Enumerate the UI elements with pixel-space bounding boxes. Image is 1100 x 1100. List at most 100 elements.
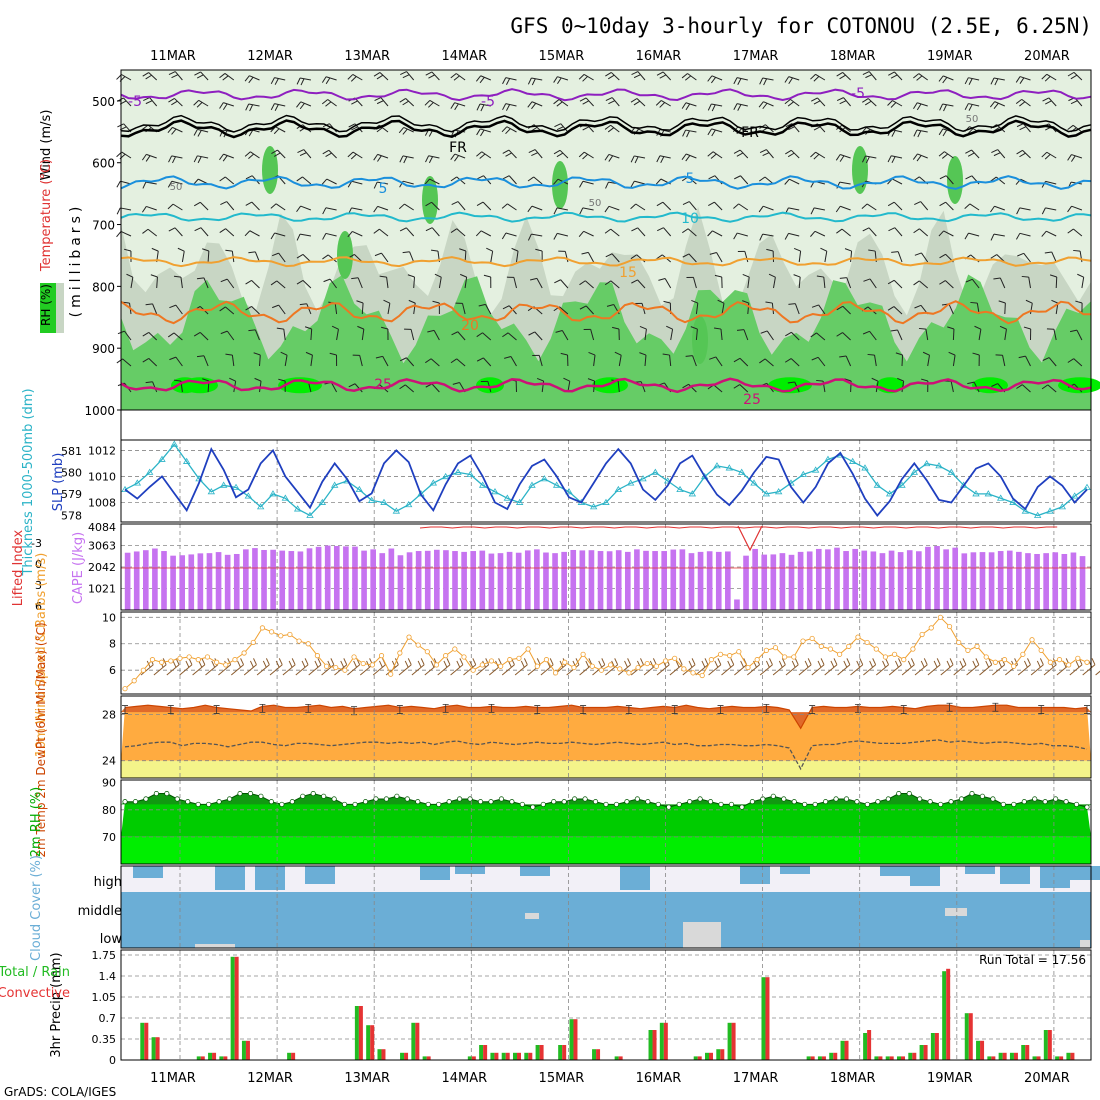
wind-speed-point <box>553 670 559 676</box>
wind-barb-feather <box>296 77 301 85</box>
wind-barb <box>788 207 800 211</box>
wind-barb-feather <box>887 100 893 106</box>
cape-bar <box>1006 550 1013 610</box>
wind-barb-feather <box>1021 275 1029 278</box>
wind-barb <box>122 358 132 367</box>
wind-barb-feather <box>939 280 946 285</box>
wind-barb <box>406 71 415 81</box>
wind-barb <box>463 664 477 676</box>
wind-barb-feather <box>299 103 305 110</box>
wind-barb-feather <box>553 99 560 105</box>
wind-barb-feather <box>737 78 742 85</box>
thickness-point <box>922 459 931 467</box>
wind-barb <box>867 98 877 107</box>
wind-speed-point <box>1011 663 1017 669</box>
cape-bar <box>179 555 186 610</box>
rh-point <box>812 801 818 807</box>
wind-speed-point <box>937 614 944 620</box>
isotherm-label: -5 <box>481 94 495 110</box>
wind-barb-feather <box>686 130 690 138</box>
wind-barb <box>736 77 748 81</box>
wind-barb <box>764 358 774 367</box>
wind-speed-point <box>873 646 879 652</box>
cape-bar <box>934 545 940 610</box>
wind-speed-point <box>983 654 989 660</box>
wind-barb <box>738 203 749 211</box>
precip-conv-bar <box>144 1022 149 1060</box>
precip-conv-bar <box>1025 1045 1030 1060</box>
wind-barb <box>200 71 209 81</box>
wind-barb <box>404 203 414 211</box>
wind-barb-feather <box>557 77 562 85</box>
wind-barb <box>817 97 826 107</box>
wind-barb-feather <box>399 357 407 362</box>
wind-barb <box>695 328 698 341</box>
wind-barb-feather <box>347 231 353 238</box>
wind-barb-feather <box>633 74 641 79</box>
wind-barb-feather <box>913 102 918 109</box>
wind-barb-feather <box>400 71 407 76</box>
wind-barb-feather <box>177 247 185 252</box>
wind-barb-feather <box>351 126 358 131</box>
wind-barb-feather <box>633 100 641 106</box>
rh-point <box>572 796 578 802</box>
wind-barb <box>811 664 825 676</box>
wind-barb-feather <box>1019 152 1026 158</box>
wind-barb <box>402 180 414 185</box>
precip-conv-bar <box>867 1030 872 1060</box>
wind-barb <box>172 126 183 133</box>
wind-barb <box>823 277 826 289</box>
slp-ylabel-right: SLP (mb) <box>51 453 66 512</box>
precip-conv-bar <box>980 1040 985 1060</box>
wind-barb-feather <box>381 326 389 330</box>
slp-line <box>124 447 1088 517</box>
bottom-date-label: 18MAR <box>830 1071 876 1086</box>
wind-barb <box>660 100 671 107</box>
precip-conv-bar <box>245 1040 250 1060</box>
wind-barb <box>1051 251 1057 263</box>
precip-total-bar <box>230 956 235 1060</box>
wind-barb-feather <box>793 247 801 252</box>
precip-total-bar <box>806 1056 811 1060</box>
wind-speed-point <box>415 642 421 648</box>
cape-bar <box>834 547 840 610</box>
wind-barb <box>411 664 425 676</box>
wind-barb <box>610 124 620 133</box>
wind-barb <box>1021 98 1031 107</box>
wind-barb <box>121 74 132 81</box>
wind-barb <box>1082 664 1096 676</box>
wind-barb-feather <box>778 660 783 668</box>
thickness-point <box>688 490 697 497</box>
wind-barb-feather <box>769 658 773 665</box>
wind-speed-point <box>653 663 659 669</box>
wind-barb-feather <box>867 353 875 356</box>
wind-barb-feather <box>943 104 947 112</box>
wind-barb <box>351 207 363 211</box>
rh-convective-blob <box>337 231 353 279</box>
wind-barb-feather <box>788 303 796 305</box>
wind-barb-feather <box>305 351 313 356</box>
wind-barb-feather <box>142 181 147 189</box>
wind-barb-feather <box>549 658 554 665</box>
wind-barb-feather <box>920 660 925 668</box>
rh-point <box>666 804 672 810</box>
wind-speed-point <box>470 667 476 673</box>
wind-barb-feather <box>553 178 559 185</box>
precip-total-bar <box>964 1013 969 1060</box>
thickness-point <box>158 455 166 462</box>
wind-barb <box>610 228 620 237</box>
isotherm-line <box>120 211 1092 223</box>
wind-barb <box>299 233 311 237</box>
thickness-point <box>848 457 857 464</box>
wind-barb-feather <box>425 155 430 163</box>
precip-total-bar <box>1021 1045 1026 1060</box>
wind-barb-feather <box>351 277 359 280</box>
wind-barb-feather <box>404 660 409 668</box>
wind-barb <box>789 178 800 185</box>
rh-point <box>1084 804 1090 810</box>
slp-tick-label: 1012 <box>88 444 116 457</box>
wind-barb-feather <box>1041 230 1047 237</box>
wind-barb <box>640 381 646 393</box>
wind-speed-point <box>919 631 925 638</box>
wind-barb-feather <box>938 75 944 82</box>
